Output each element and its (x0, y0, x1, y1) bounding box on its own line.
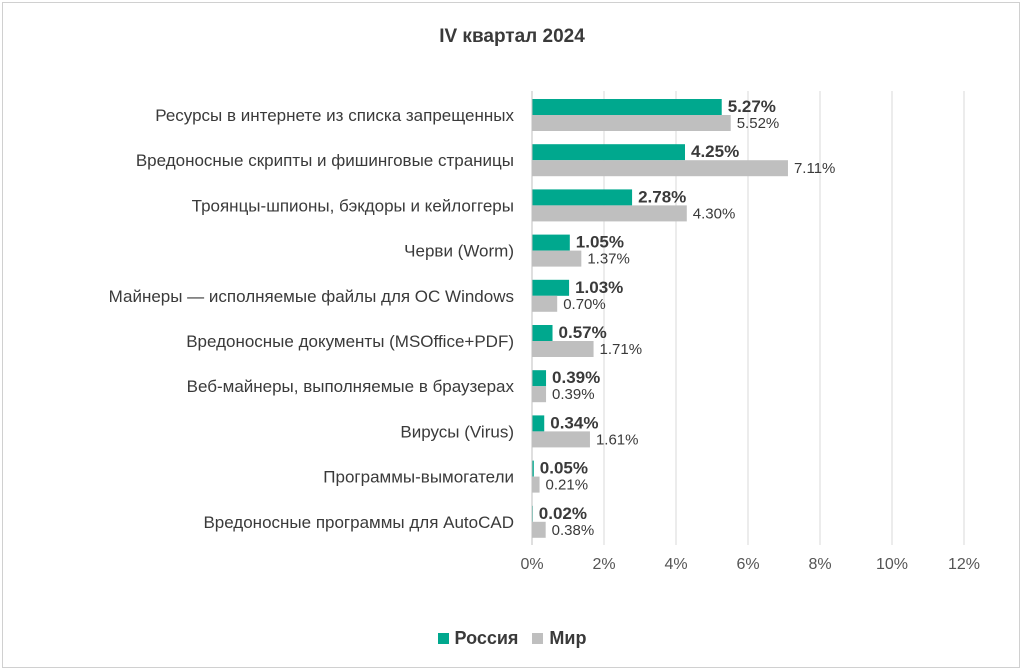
bar-world (532, 250, 582, 267)
category-label: Программы-вымогатели (323, 468, 514, 487)
legend-swatch-world (532, 633, 544, 644)
data-label-world: 7.11% (794, 160, 835, 177)
bar-world (532, 341, 594, 357)
legend-swatch-russia (437, 633, 449, 644)
category-label: Вредоносные программы для AutoCAD (203, 513, 514, 532)
data-label-russia: 0.02% (539, 504, 587, 523)
data-label-russia: 1.05% (576, 233, 624, 252)
x-tick-label: 0% (520, 556, 543, 573)
bar-russia (532, 279, 570, 296)
data-label-russia: 0.39% (552, 368, 600, 387)
data-label-russia: 5.27% (728, 97, 776, 116)
category-label: Ресурсы в интернете из списка запрещенны… (155, 106, 514, 125)
bar-russia (532, 144, 685, 161)
bar-world (532, 160, 788, 177)
bar-russia (532, 325, 553, 341)
data-label-world: 0.21% (546, 477, 589, 494)
legend-item-russia: Россия (437, 628, 519, 649)
x-tick-label: 12% (948, 556, 980, 573)
bar-world (532, 431, 590, 448)
bar-russia (532, 99, 722, 115)
data-label-russia: 0.34% (550, 413, 598, 432)
bar-world (532, 521, 546, 538)
category-label: Вирусы (Virus) (400, 422, 514, 441)
legend-item-world: Мир (532, 628, 586, 649)
bar-russia (532, 460, 534, 477)
data-label-world: 5.52% (737, 115, 780, 132)
x-tick-label: 8% (808, 556, 831, 573)
data-label-world: 0.70% (563, 296, 606, 313)
legend-label-world: Мир (549, 628, 587, 648)
data-label-russia: 0.57% (559, 323, 607, 342)
category-label: Вредоносные документы (MSOffice+PDF) (186, 332, 514, 351)
legend-label-russia: Россия (454, 628, 519, 648)
x-tick-label: 2% (592, 556, 615, 573)
bar-world (532, 295, 558, 312)
x-tick-label: 4% (664, 556, 687, 573)
x-tick-label: 6% (736, 556, 759, 573)
data-label-russia: 4.25% (691, 142, 739, 161)
data-label-russia: 0.05% (540, 459, 588, 478)
category-label: Троянцы-шпионы, бэкдоры и кейлоггеры (192, 196, 514, 215)
data-label-world: 0.39% (552, 386, 595, 403)
data-label-world: 0.38% (552, 522, 595, 539)
category-label: Веб-майнеры, выполняемые в браузерах (187, 377, 515, 396)
data-label-world: 1.37% (587, 251, 630, 268)
data-label-world: 4.30% (693, 205, 736, 222)
bar-russia (532, 415, 545, 432)
data-label-world: 1.61% (596, 431, 639, 448)
x-tick-label: 10% (876, 556, 908, 573)
bar-russia (532, 370, 547, 387)
chart-title: IV квартал 2024 (439, 26, 585, 47)
bar-world (532, 386, 547, 403)
legend: Россия Мир (0, 628, 1024, 649)
bar-world (532, 205, 687, 222)
data-label-russia: 1.03% (575, 278, 623, 297)
bar-world (532, 476, 540, 493)
bar-russia (532, 189, 633, 206)
data-label-world: 1.71% (600, 341, 643, 358)
data-label-russia: 2.78% (638, 187, 686, 206)
category-label: Вредоносные скрипты и фишинговые страниц… (136, 151, 514, 170)
category-label: Черви (Worm) (404, 242, 514, 261)
bar-world (532, 115, 731, 131)
category-label: Майнеры — исполняемые файлы для ОС Windo… (109, 287, 514, 306)
bar-russia (532, 234, 570, 251)
